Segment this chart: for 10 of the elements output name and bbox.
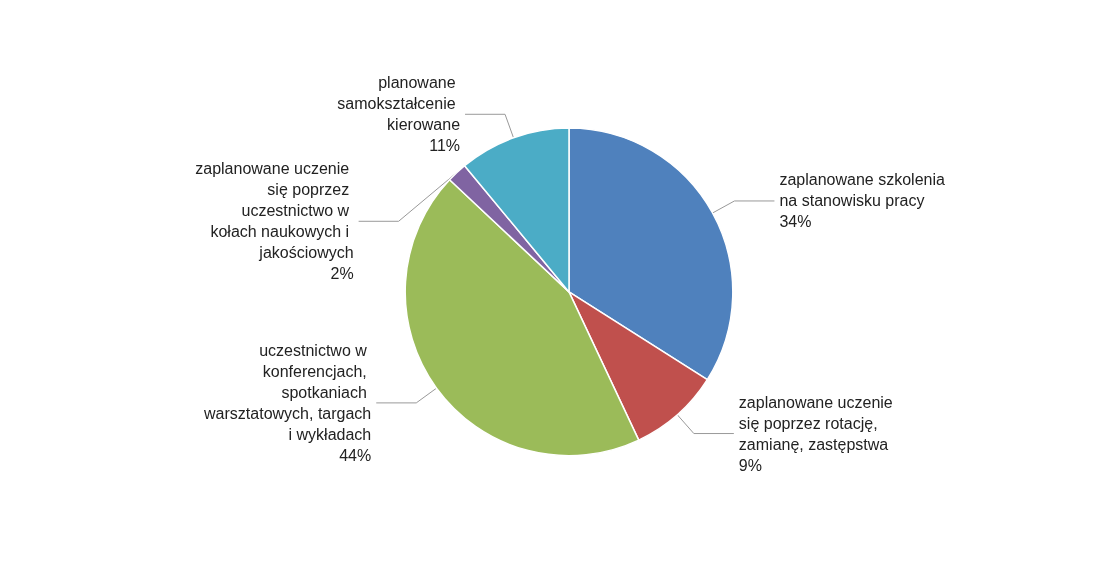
slice-label: zaplanowane uczenie się poprzez uczestnictwo w kołach naukowych i jakościowych [195, 160, 354, 262]
data-label: 44% [339, 446, 372, 464]
slice-label: uczestnictwo w konferencjach, spotkaniach warsztatowych, targach i wykładach [203, 341, 372, 443]
slice-label: zaplanowane uczenie się poprzez rotację, zamianę, zastępstwa [738, 393, 898, 453]
slice-label: planowane samokształcenie kierowane [337, 74, 461, 134]
data-label: 11% [429, 137, 461, 155]
slice-label: zaplanowane szkolenia na stanowisku pracy [779, 171, 950, 210]
data-label: 2% [330, 265, 354, 283]
data-label: 34% [779, 213, 812, 231]
data-label: 9% [738, 456, 762, 474]
